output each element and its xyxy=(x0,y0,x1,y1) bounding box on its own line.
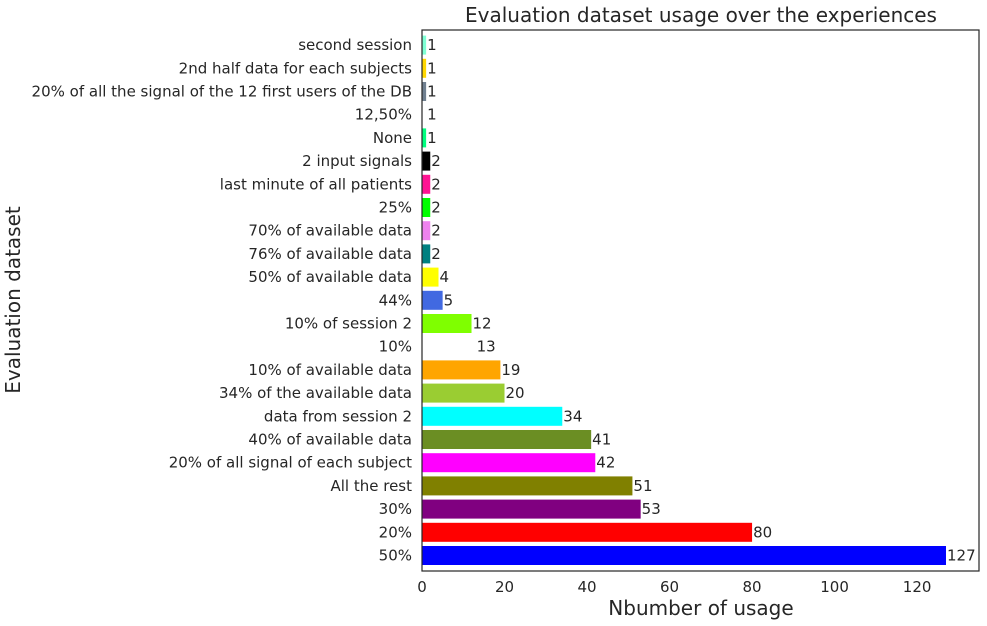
bars-layer xyxy=(422,35,946,565)
bar xyxy=(422,453,596,473)
y-tick-label: 20% of all signal of each subject xyxy=(169,454,412,472)
x-axis-label: Nbumber of usage xyxy=(608,596,793,620)
bar xyxy=(422,337,476,357)
data-label: 34 xyxy=(563,407,582,425)
data-label: 1 xyxy=(427,106,437,124)
data-label: 1 xyxy=(427,36,437,54)
bar xyxy=(422,128,427,148)
y-tick-labels: 50% 20% 30% All the rest 20% of all signal o… xyxy=(32,36,413,564)
x-tick-label: 100 xyxy=(820,578,849,596)
data-label: 2 xyxy=(431,199,441,217)
data-label: 41 xyxy=(592,431,611,449)
bar xyxy=(422,82,427,101)
y-tick-label: 20% xyxy=(379,523,412,541)
y-tick-label: 44% xyxy=(379,291,412,309)
y-tick-label: 50% of available data xyxy=(248,268,412,286)
bar xyxy=(422,546,946,565)
data-label: 4 xyxy=(440,268,450,286)
plot-frame xyxy=(421,29,980,572)
bar xyxy=(422,174,431,194)
y-tick-label: 40% of available data xyxy=(248,431,412,449)
y-tick-label: last minute of all patients xyxy=(220,175,412,193)
bar xyxy=(422,198,431,217)
data-label: 12 xyxy=(473,315,492,333)
bar xyxy=(422,314,472,333)
y-tick-label: 20% of all the signal of the 12 first us… xyxy=(32,83,412,101)
y-axis-label: Evaluation dataset xyxy=(1,206,25,394)
chart-title: Evaluation dataset usage over the experi… xyxy=(465,3,937,27)
data-label: 1 xyxy=(427,129,437,147)
y-tick-label: 34% of the available data xyxy=(219,384,412,402)
data-label: 2 xyxy=(431,222,441,240)
data-label: 51 xyxy=(633,477,652,495)
y-tick-label: 12,50% xyxy=(355,106,412,124)
bar xyxy=(422,360,501,380)
y-tick-label: 10% xyxy=(379,338,412,356)
bar xyxy=(422,267,439,287)
data-label: 1 xyxy=(427,83,437,101)
bar xyxy=(422,105,427,125)
y-tick-label: 10% of session 2 xyxy=(285,315,412,333)
y-tick-label: 70% of available data xyxy=(248,222,412,240)
y-tick-label: 10% of available data xyxy=(248,361,412,379)
y-tick-label: All the rest xyxy=(330,477,412,495)
bar xyxy=(422,58,427,78)
x-tick-label: 80 xyxy=(743,578,762,596)
y-tick-label: 2 input signals xyxy=(302,152,412,170)
bar xyxy=(422,406,563,426)
data-label: 20 xyxy=(506,384,525,402)
bar xyxy=(422,522,753,542)
x-tick-label: 0 xyxy=(417,578,427,596)
data-label: 2 xyxy=(431,175,441,193)
data-label: 5 xyxy=(444,291,454,309)
data-label: 80 xyxy=(753,523,772,541)
data-label: 2 xyxy=(431,245,441,263)
data-label: 13 xyxy=(477,338,496,356)
bar xyxy=(422,244,431,264)
y-tick-label: data from session 2 xyxy=(264,407,412,425)
bar xyxy=(422,499,641,519)
y-tick-label: second session xyxy=(298,36,412,54)
bar xyxy=(422,35,427,55)
x-tick-label: 40 xyxy=(577,578,596,596)
bar xyxy=(422,430,592,449)
y-tick-label: 25% xyxy=(379,199,412,217)
x-tick-labels: 0 20 40 60 80 100 120 xyxy=(417,578,931,596)
y-tick-label: 50% xyxy=(379,547,412,565)
x-tick-label: 60 xyxy=(660,578,679,596)
y-tick-label: 30% xyxy=(379,500,412,518)
x-tick-label: 120 xyxy=(903,578,932,596)
y-tick-label: None xyxy=(373,129,412,147)
y-tick-label: 2nd half data for each subjects xyxy=(179,59,413,77)
bar xyxy=(422,476,633,496)
data-label: 1 xyxy=(427,59,437,77)
data-label: 19 xyxy=(501,361,520,379)
data-label: 42 xyxy=(596,454,615,472)
bar xyxy=(422,221,431,241)
data-label: 2 xyxy=(431,152,441,170)
data-label: 127 xyxy=(947,547,976,565)
bar xyxy=(422,290,443,310)
y-tick-label: 76% of available data xyxy=(248,245,412,263)
bar xyxy=(422,151,431,171)
data-label: 53 xyxy=(642,500,661,518)
bar xyxy=(422,383,505,403)
x-tick-label: 20 xyxy=(495,578,514,596)
